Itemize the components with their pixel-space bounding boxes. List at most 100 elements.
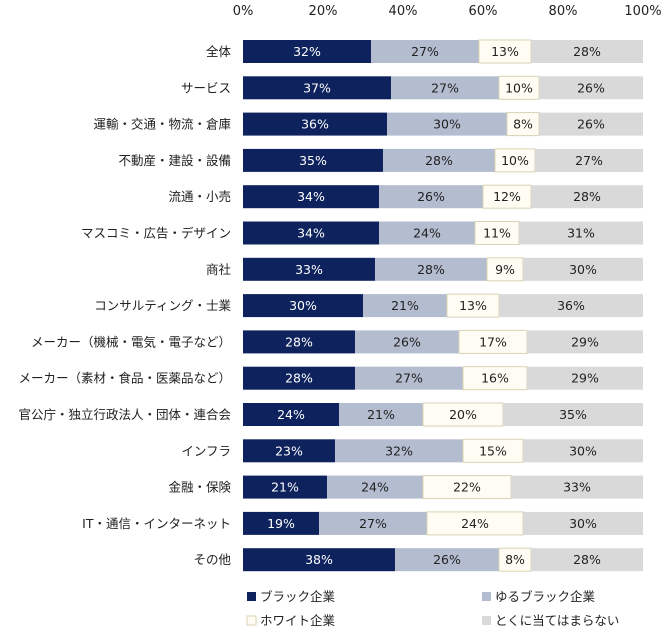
data-label: 13% xyxy=(459,298,487,313)
data-label: 10% xyxy=(501,153,529,168)
data-label: 12% xyxy=(493,189,521,204)
legend-label: ゆるブラック企業 xyxy=(495,589,596,604)
legend-label: ブラック企業 xyxy=(260,589,336,604)
data-label: 21% xyxy=(271,480,299,495)
data-label: 23% xyxy=(275,443,303,458)
category-label: 不動産・建設・設備 xyxy=(118,153,231,168)
data-label: 33% xyxy=(295,262,323,277)
category-label: 商社 xyxy=(206,262,231,277)
data-label: 21% xyxy=(391,298,419,313)
bar-segment xyxy=(519,221,643,245)
bar-segment xyxy=(243,76,391,100)
bar-segment xyxy=(511,475,643,499)
bar-segment xyxy=(243,112,387,136)
data-label: 30% xyxy=(433,117,461,132)
bar-segment xyxy=(243,548,395,572)
data-label: 28% xyxy=(417,262,445,277)
bar-segment xyxy=(523,257,643,281)
bar-segment xyxy=(335,439,463,463)
category-label: 運輸・交通・物流・倉庫 xyxy=(93,117,231,132)
bar-segment xyxy=(539,112,643,136)
bar-segment xyxy=(243,475,327,499)
data-label: 8% xyxy=(513,117,533,132)
bar-segment xyxy=(243,185,379,209)
data-label: 28% xyxy=(573,189,601,204)
bar-segment xyxy=(539,76,643,100)
bar-segment xyxy=(535,148,643,172)
data-label: 11% xyxy=(483,226,511,241)
data-label: 15% xyxy=(479,443,507,458)
category-label: 官公庁・独立行政法人・団体・連合会 xyxy=(18,407,231,422)
data-label: 10% xyxy=(505,80,533,95)
data-label: 26% xyxy=(393,334,421,349)
data-label: 33% xyxy=(563,480,591,495)
data-label: 16% xyxy=(481,371,509,386)
data-label: 28% xyxy=(425,153,453,168)
data-label: 31% xyxy=(567,226,595,241)
x-tick-label: 60% xyxy=(469,4,498,19)
data-label: 20% xyxy=(449,407,477,422)
bar-segment xyxy=(243,439,335,463)
bar-segment xyxy=(531,548,643,572)
data-label: 34% xyxy=(297,226,325,241)
data-label: 17% xyxy=(479,334,507,349)
bar-segment xyxy=(379,221,475,245)
bar-segment xyxy=(243,403,339,426)
bar-segment xyxy=(243,257,375,281)
bar-segment xyxy=(243,330,355,354)
data-label: 36% xyxy=(301,117,329,132)
bar-segment xyxy=(523,511,643,535)
bar-segment xyxy=(363,294,447,318)
data-label: 27% xyxy=(575,153,603,168)
category-label: 全体 xyxy=(206,44,232,59)
data-label: 24% xyxy=(277,407,305,422)
category-label: インフラ xyxy=(181,443,231,458)
data-label: 26% xyxy=(577,117,605,132)
data-label: 27% xyxy=(395,371,423,386)
bar-segment xyxy=(243,221,379,245)
data-label: 38% xyxy=(305,552,333,567)
category-label: サービス xyxy=(181,80,231,95)
legend-swatch xyxy=(482,592,491,601)
data-label: 30% xyxy=(289,298,317,313)
bar-segment xyxy=(391,76,499,100)
bar-segment xyxy=(243,148,383,172)
category-label: IT・通信・インターネット xyxy=(82,516,231,531)
data-label: 27% xyxy=(411,44,439,59)
data-label: 22% xyxy=(453,480,481,495)
bar-segment xyxy=(355,330,459,354)
bar-segment xyxy=(339,403,423,426)
category-label: コンサルティング・士業 xyxy=(94,298,231,313)
data-label: 28% xyxy=(285,371,313,386)
bar-segment xyxy=(319,511,427,535)
data-label: 30% xyxy=(569,262,597,277)
legend-swatch xyxy=(482,616,491,625)
bar-segment xyxy=(327,475,423,499)
category-label: メーカー（素材・食品・医薬品など） xyxy=(18,371,231,386)
data-label: 21% xyxy=(367,407,395,422)
data-label: 9% xyxy=(495,262,515,277)
data-label: 24% xyxy=(413,226,441,241)
legend-swatch xyxy=(246,615,257,626)
data-label: 35% xyxy=(299,153,327,168)
bar-segment xyxy=(531,185,643,209)
x-tick-label: 80% xyxy=(549,4,578,19)
data-label: 26% xyxy=(577,80,605,95)
x-tick-label: 20% xyxy=(309,4,338,19)
x-tick-label: 100% xyxy=(624,4,661,19)
bar-segment xyxy=(527,330,643,354)
data-label: 37% xyxy=(303,80,331,95)
data-label: 32% xyxy=(385,443,413,458)
x-tick-label: 0% xyxy=(233,4,254,19)
data-label: 24% xyxy=(361,480,389,495)
bar-segment xyxy=(523,439,643,463)
data-label: 29% xyxy=(571,334,599,349)
data-label: 36% xyxy=(557,298,585,313)
data-label: 30% xyxy=(569,516,597,531)
data-label: 13% xyxy=(491,44,519,59)
bar-segment xyxy=(243,511,319,535)
data-label: 27% xyxy=(359,516,387,531)
data-label: 32% xyxy=(293,44,321,59)
data-label: 19% xyxy=(267,516,295,531)
bar-segment xyxy=(383,148,495,172)
